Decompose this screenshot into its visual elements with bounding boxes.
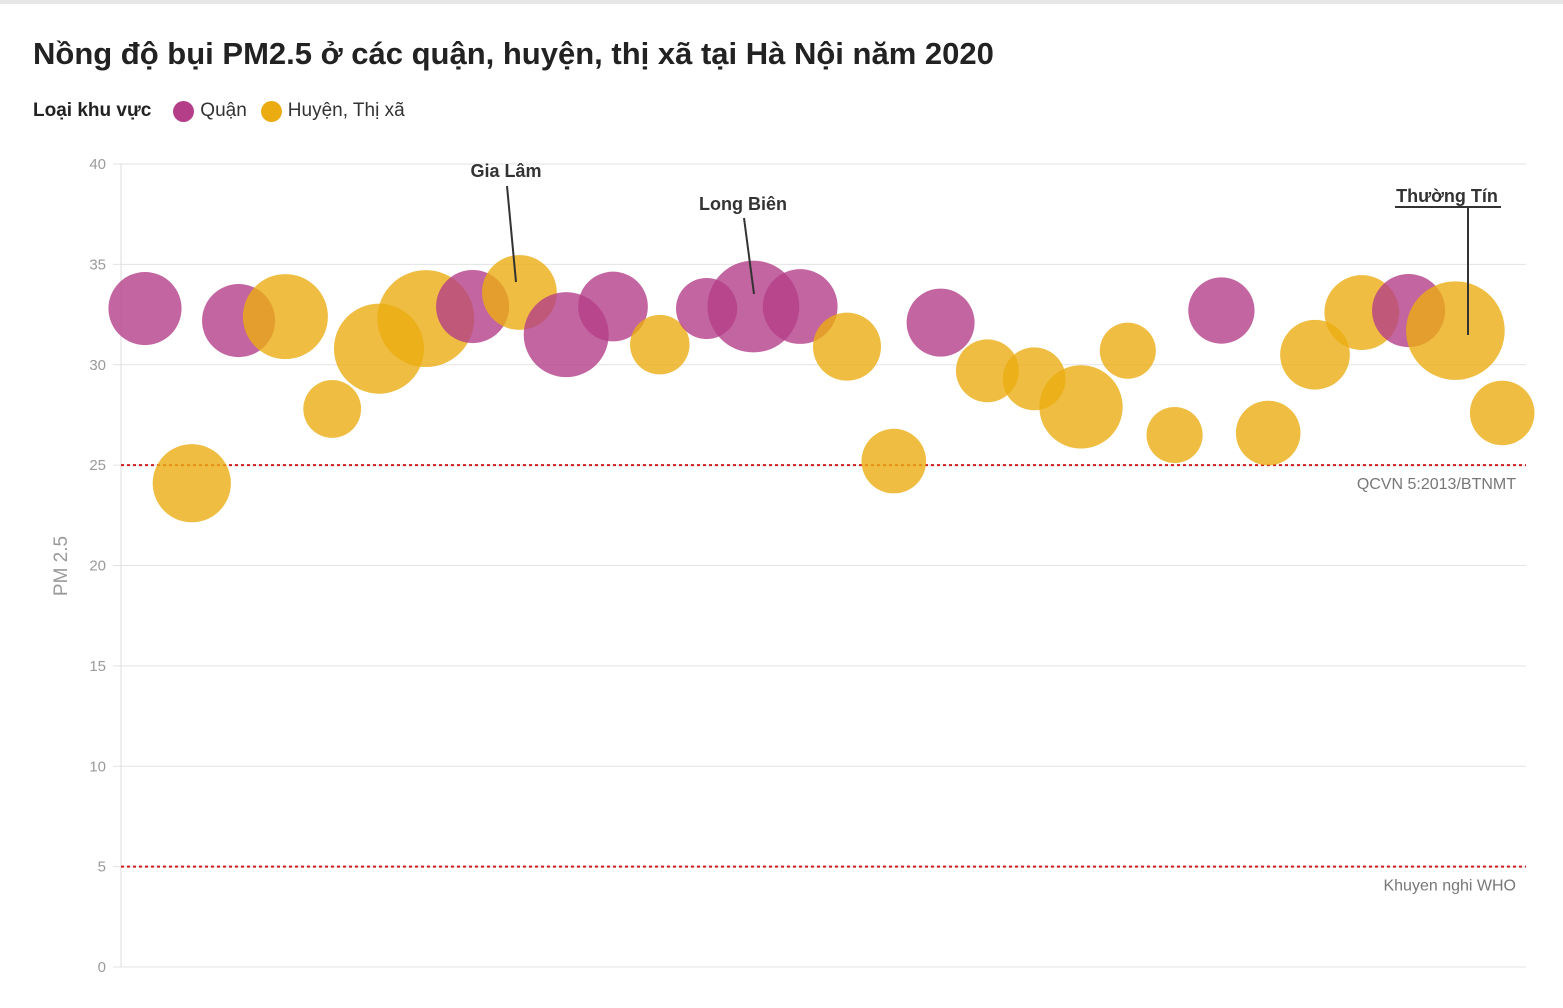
chart-title: Nồng độ bụi PM2.5 ở các quận, huyện, thị… (33, 36, 994, 71)
y-axis-label: PM 2.5 (51, 536, 72, 596)
bubble-huyen[interactable] (861, 428, 927, 494)
annotation-label: Thường Tín (1396, 186, 1498, 206)
reference-line-label: QCVN 5:2013/BTNMT (1357, 476, 1516, 493)
legend-item-huyen[interactable]: Huyện, Thị xã (260, 100, 405, 122)
annotation-label: Long Biên (699, 194, 787, 214)
legend-title: Loại khu vực (33, 100, 152, 121)
y-tick-label: 20 (89, 558, 106, 575)
bubble-quan[interactable] (762, 269, 838, 344)
bubble-huyen[interactable] (242, 274, 328, 360)
annotations: Gia Lâm Long Biên Thường Tín (470, 161, 1501, 335)
y-tick-label: 25 (89, 457, 106, 474)
bubble-huyen[interactable] (1235, 400, 1301, 466)
y-tick-label: 40 (89, 156, 106, 173)
legend-label-quan: Quận (200, 100, 247, 121)
bubble-huyen[interactable] (630, 314, 690, 375)
annotation-leader (743, 217, 755, 295)
y-tick-label: 10 (89, 758, 106, 775)
bubble-huyen[interactable] (813, 312, 881, 381)
bubble-huyen[interactable] (303, 380, 362, 438)
y-tick-label: 0 (98, 959, 106, 976)
reference-lines: QCVN 5:2013/BTNMT Khuyen nghi WHO (121, 464, 1526, 895)
top-border (0, 0, 1563, 4)
reference-line-label: Khuyen nghi WHO (1383, 878, 1516, 895)
bubble-huyen[interactable] (1099, 322, 1156, 379)
y-tick-label: 35 (89, 256, 106, 273)
bubble-huyen[interactable] (955, 339, 1019, 403)
bubble-huyen[interactable] (152, 444, 231, 523)
legend: Loại khu vực Quận Huyện, Thị xã (33, 97, 419, 125)
bubble-quan[interactable] (108, 271, 182, 346)
legend-item-quan[interactable]: Quận (173, 100, 247, 122)
y-tick-label: 5 (98, 859, 106, 876)
legend-swatch-quan (173, 100, 195, 122)
bubble-huyen[interactable] (1469, 380, 1535, 446)
legend-label-huyen: Huyện, Thị xã (287, 100, 405, 121)
annotation-leader (506, 185, 517, 283)
bubble-huyen[interactable] (1039, 365, 1123, 449)
y-tick-label: 15 (89, 658, 106, 675)
annotation-label: Gia Lâm (470, 161, 541, 181)
bubble-huyen[interactable] (1280, 319, 1350, 390)
legend-swatch-huyen (260, 100, 282, 122)
bubble-huyen[interactable] (1406, 281, 1505, 380)
bubble-quan[interactable] (578, 271, 648, 342)
bubbles (108, 255, 1535, 523)
bubble-quan[interactable] (1188, 277, 1255, 344)
y-axis: 0 5 10 15 20 25 30 35 40 (89, 156, 122, 976)
y-tick-label: 30 (89, 357, 106, 374)
bubble-quan[interactable] (906, 288, 975, 357)
bubble-huyen[interactable] (1146, 406, 1203, 464)
